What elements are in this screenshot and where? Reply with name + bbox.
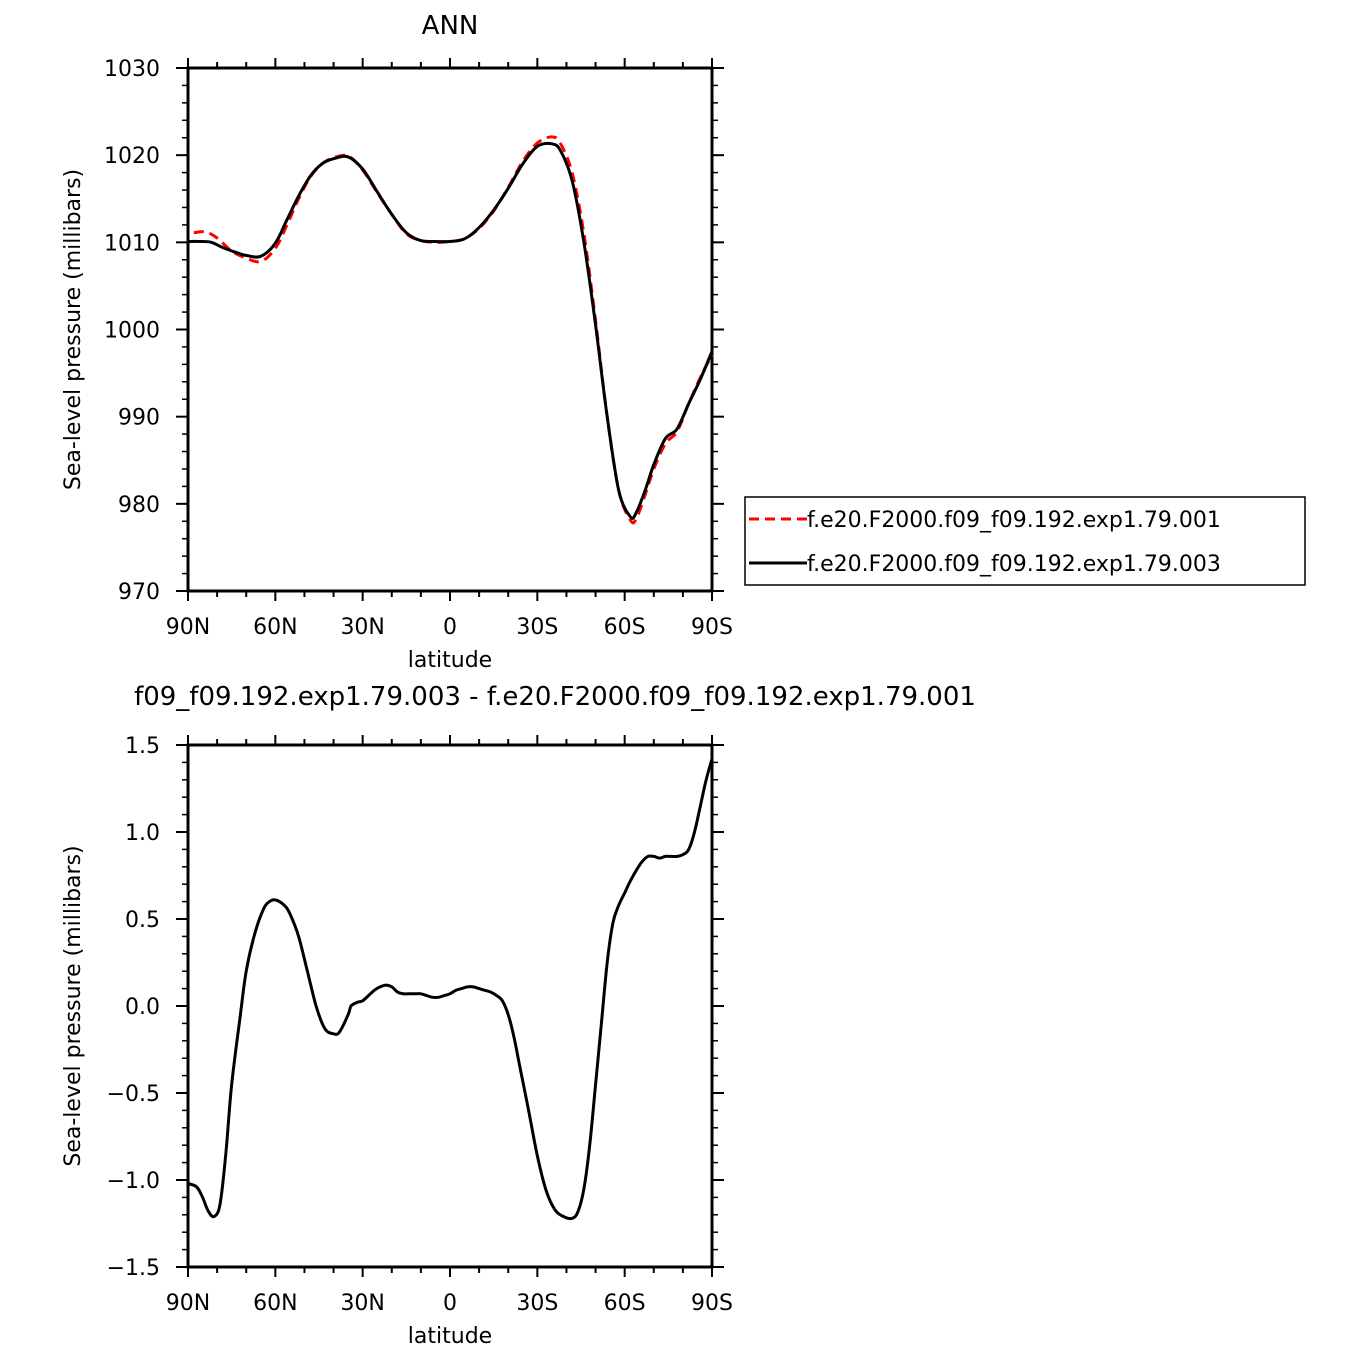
x-axis-label: latitude xyxy=(408,1324,492,1349)
x-tick-label: 90S xyxy=(691,1291,733,1316)
x-axis-label: latitude xyxy=(408,648,492,673)
panel-1: ANN 90N 60N 30N 0 30S 60S 90S 1030 1020 1010 1000 99… xyxy=(61,11,1306,673)
panel-2: f09_f09.192.exp1.79.003 - f.e20.F2000.f0… xyxy=(61,682,976,1349)
x-tick-label: 90S xyxy=(691,615,733,640)
y-tick-label: −1.5 xyxy=(107,1256,160,1281)
legend: f.e20.F2000.f09_f09.192.exp1.79.001 f.e20… xyxy=(744,496,1306,586)
series-line-1 xyxy=(187,758,714,1221)
y-tick-label: 1010 xyxy=(104,231,160,256)
y-tick-label: 1.0 xyxy=(125,821,160,846)
legend-label: f.e20.F2000.f09_f09.192.exp1.79.003 xyxy=(807,552,1221,577)
x-tick-label: 60S xyxy=(604,1291,646,1316)
x-tick-label: 30N xyxy=(340,615,384,640)
y-axis-label: Sea-level pressure (millibars) xyxy=(61,169,86,490)
x-tick-label: 30S xyxy=(516,1291,558,1316)
x-tick-label: 90N xyxy=(166,1291,210,1316)
y-tick-label: 1.5 xyxy=(125,734,160,759)
y-tick-label: 980 xyxy=(118,493,160,518)
chart-title: ANN xyxy=(422,11,479,41)
y-axis-label: Sea-level pressure (millibars) xyxy=(61,845,86,1166)
x-tick-label: 30N xyxy=(340,1291,384,1316)
x-tick-label: 60N xyxy=(253,615,297,640)
plot-frame xyxy=(186,66,714,593)
x-tick-label: 60N xyxy=(253,1291,297,1316)
y-tick-label: 1000 xyxy=(104,319,160,344)
y-tick-label: 0.5 xyxy=(125,908,160,933)
x-tick-label: 90N xyxy=(166,615,210,640)
x-tick-label: 60S xyxy=(604,615,646,640)
series-line-2 xyxy=(187,141,714,520)
y-tick-label: 970 xyxy=(118,580,160,605)
plot-frame xyxy=(186,743,714,1269)
x-tick-label: 0 xyxy=(443,615,457,640)
x-tick-label: 30S xyxy=(516,615,558,640)
legend-box xyxy=(744,496,1306,586)
y-tick-label: 1020 xyxy=(104,144,160,169)
y-tick-label: 990 xyxy=(118,406,160,431)
y-tick-label: −1.0 xyxy=(107,1169,160,1194)
chart-title: f09_f09.192.exp1.79.003 - f.e20.F2000.f0… xyxy=(134,682,976,712)
y-tick-label: 1030 xyxy=(104,57,160,82)
legend-label: f.e20.F2000.f09_f09.192.exp1.79.001 xyxy=(807,508,1221,533)
y-tick-label: −0.5 xyxy=(107,1082,160,1107)
series-line-1 xyxy=(193,135,714,525)
y-tick-label: 0.0 xyxy=(125,995,160,1020)
x-tick-label: 0 xyxy=(443,1291,457,1316)
